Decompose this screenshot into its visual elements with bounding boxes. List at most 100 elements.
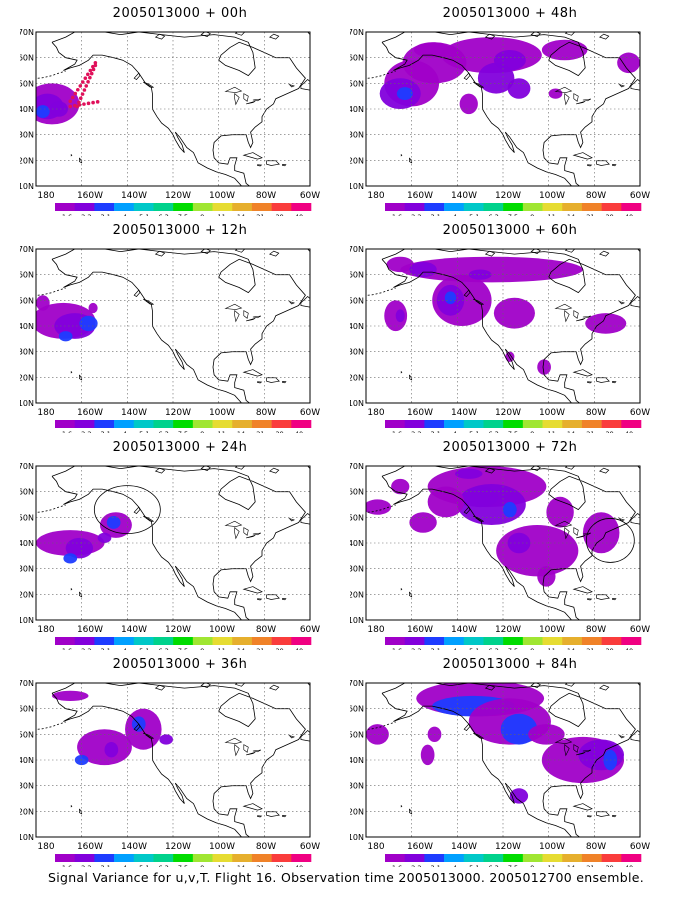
colorbar-label: 7.5: [178, 430, 188, 433]
latitude-label: 20N: [20, 373, 34, 382]
colorbar-swatch: [74, 854, 95, 862]
latitude-label: 20N: [350, 156, 364, 165]
colorbar-swatch: [251, 420, 272, 428]
colorbar-swatch: [503, 420, 524, 428]
colorbar-swatch: [581, 637, 602, 645]
colorbar-label: 9: [200, 213, 204, 216]
colorbar-swatch: [291, 854, 312, 862]
colorbar-swatch: [173, 637, 194, 645]
colorbar-label: 1.6: [392, 864, 402, 867]
colorbar-label: 5.1: [469, 213, 479, 216]
colorbar-label: 29: [276, 213, 284, 216]
panel-title: 2005013000 + 12h: [112, 223, 248, 238]
longitude-label: 80W: [256, 625, 276, 635]
latitude-label: 60N: [20, 54, 34, 63]
dropsonde-point: [86, 101, 91, 106]
longitude-label: 100W: [539, 191, 565, 201]
dropsonde-point: [88, 75, 92, 80]
colorbar-swatch: [291, 203, 312, 211]
latitude-label: 40N: [20, 322, 34, 331]
dropsonde-point: [84, 84, 89, 88]
colorbar-swatch: [424, 637, 445, 645]
longitude-label: 100W: [209, 191, 235, 201]
colorbar-swatch: [251, 203, 272, 211]
colorbar-swatch: [463, 854, 484, 862]
longitude-label: 160W: [407, 625, 433, 635]
map-frame: [365, 465, 641, 621]
panel-72h: 2005013000 + 72h 70N 60N 50N 40N 30N 20N 10N 18…: [350, 440, 670, 650]
verification-region-circle: [93, 485, 161, 535]
colorbar-swatch: [503, 854, 524, 862]
colorbar-swatch: [404, 420, 425, 428]
colorbar-label: 29: [276, 864, 284, 867]
colorbar-swatch: [463, 203, 484, 211]
variance-contour: [537, 359, 551, 375]
colorbar-label: 4: [123, 647, 127, 650]
colorbar-swatch: [153, 854, 174, 862]
longitude-label: 60W: [630, 625, 650, 635]
colorbar-swatch: [542, 203, 563, 211]
colorbar-label: 3.1: [100, 213, 110, 216]
variance-contour: [396, 87, 413, 101]
latitude-label: 30N: [20, 131, 34, 140]
map-frame: [35, 248, 311, 404]
latitude-label: 50N: [350, 513, 364, 522]
colorbar-swatch: [562, 420, 583, 428]
colorbar-label: 40: [295, 647, 303, 650]
colorbar-swatch: [385, 203, 405, 211]
colorbar-label: 11: [548, 430, 556, 433]
colorbar-swatch: [251, 637, 272, 645]
longitude-label: 180: [367, 842, 384, 852]
dropsonde-point: [68, 104, 73, 109]
colorbar-label: 29: [606, 864, 614, 867]
colorbar-swatch: [232, 637, 253, 645]
variance-contour: [548, 88, 563, 99]
variance-contour: [503, 501, 517, 518]
colorbar-swatch: [232, 854, 253, 862]
colorbar-swatch: [522, 203, 543, 211]
colorbar-swatch: [424, 203, 445, 211]
map-frame: [365, 682, 641, 838]
variance-contour: [104, 742, 119, 758]
dropsonde-point: [73, 91, 78, 96]
latitude-label: 10N: [20, 399, 34, 408]
colorbar-label: 40: [625, 430, 633, 433]
colorbar-swatch: [385, 637, 405, 645]
colorbar-label: 5.1: [469, 647, 479, 650]
colorbar-swatch: [133, 854, 154, 862]
colorbar-label: 7.5: [178, 864, 188, 867]
colorbar-label: 21: [586, 647, 594, 650]
longitude-label: 140W: [121, 625, 147, 635]
dropsonde-point: [81, 80, 85, 84]
colorbar: 1.6 2.2 3.1 4 5.1 6.3 7.5 9 11 14 21 29 40: [55, 637, 312, 650]
figure-caption: Signal Variance for u,v,T. Flight 16. Ob…: [47, 870, 645, 885]
colorbar-label: 21: [586, 430, 594, 433]
colorbar-label: 6.3: [488, 430, 498, 433]
variance-contour: [409, 512, 437, 533]
dropsonde-point: [88, 68, 93, 73]
longitude-label: 60W: [300, 191, 320, 201]
coastline: [51, 683, 306, 837]
latitude-label: 70N: [350, 245, 364, 254]
longitude-label: 160W: [407, 191, 433, 201]
variance-contour: [159, 734, 173, 745]
variance-contour: [505, 351, 515, 362]
colorbar-swatch: [133, 637, 154, 645]
longitude-label: 160W: [407, 408, 433, 418]
colorbar-label: 2.2: [411, 213, 421, 216]
longitude-label: 140W: [121, 842, 147, 852]
colorbar-swatch: [542, 420, 563, 428]
variance-contour: [409, 261, 437, 278]
variance-contour: [500, 713, 538, 745]
latitude-label: 10N: [350, 399, 364, 408]
colorbar-label: 1.6: [62, 647, 72, 650]
latitude-label: 60N: [20, 705, 34, 714]
colorbar-swatch: [55, 637, 75, 645]
colorbar-swatch: [94, 420, 115, 428]
longitude-label: 180: [37, 408, 54, 418]
colorbar-label: 7.5: [508, 864, 518, 867]
colorbar-label: 9: [530, 647, 534, 650]
colorbar-swatch: [133, 203, 154, 211]
